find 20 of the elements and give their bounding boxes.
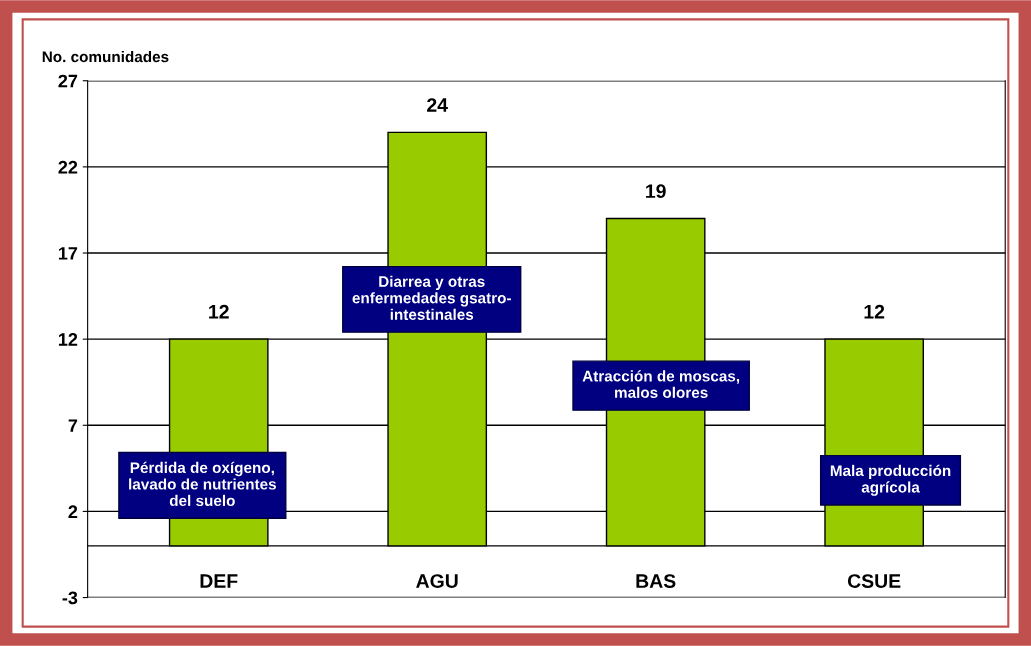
- annotation: Pérdida de oxígeno, lavado de nutrientes del suelo: [129, 461, 276, 507]
- y-axis-title: No. comunidades: [42, 51, 169, 63]
- y-tick-label: 2: [68, 505, 78, 518]
- y-tick-label: 12: [58, 333, 78, 346]
- data-label: 19: [646, 184, 666, 199]
- x-tick-label: DEF: [200, 574, 238, 588]
- x-tick-label: CSUE: [847, 574, 901, 588]
- x-tick-label: AGU: [416, 574, 458, 588]
- annotation: Mala producción agrícola: [830, 464, 951, 496]
- x-tick-label: BAS: [636, 574, 676, 588]
- annotation: Diarrea y otras enfermedades gsatro- intestinales: [352, 275, 511, 320]
- data-label: 12: [209, 304, 229, 319]
- annotation: Atracción de moscas, malos olores: [582, 370, 740, 398]
- data-label: 24: [427, 98, 448, 112]
- y-tick-label: 17: [58, 247, 78, 260]
- y-tick-label: 7: [68, 419, 78, 432]
- y-tick-label: 22: [58, 160, 78, 174]
- data-label: 12: [864, 304, 885, 319]
- y-tick-label: 27: [58, 74, 78, 88]
- y-tick-label: -3: [62, 591, 78, 605]
